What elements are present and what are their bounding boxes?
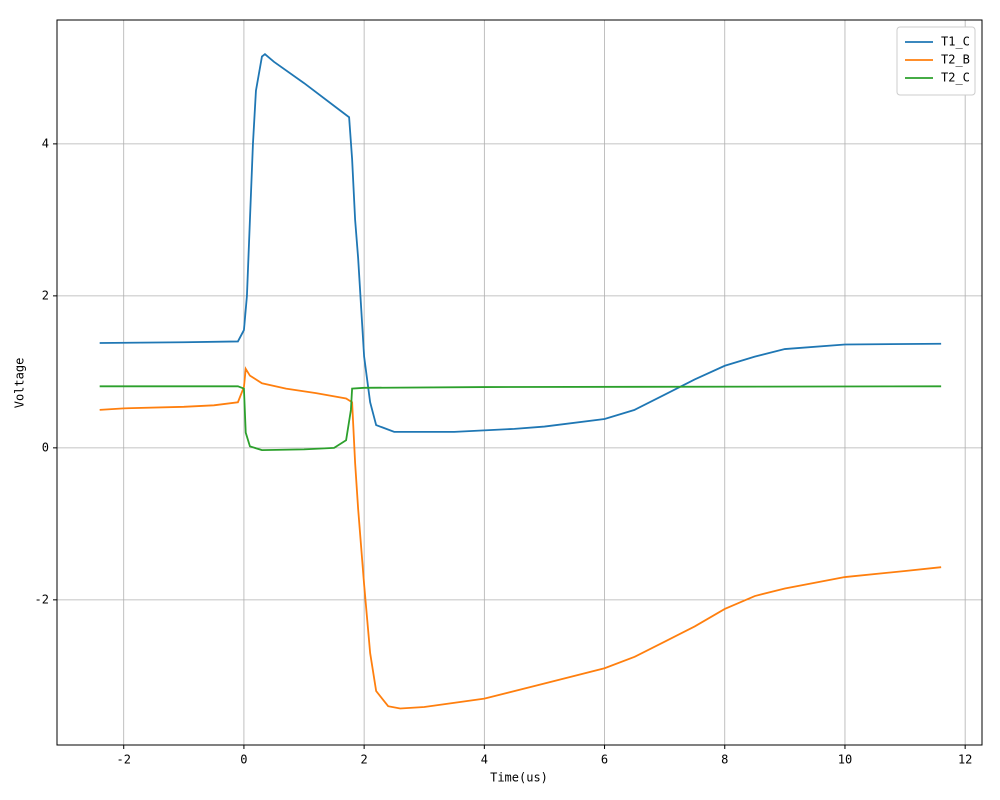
x-tick-label: 8 xyxy=(721,753,728,767)
series-line xyxy=(99,385,942,452)
y-tick-label: 0 xyxy=(42,440,49,454)
y-tick-label: 2 xyxy=(42,288,49,302)
x-tick-label: 2 xyxy=(361,753,368,767)
legend-label: T2_B xyxy=(941,53,970,67)
x-tick-label: 4 xyxy=(481,753,488,767)
legend-label: T2_C xyxy=(941,71,970,85)
y-axis-label: Voltage xyxy=(13,358,27,409)
legend-label: T1_C xyxy=(941,35,970,49)
x-tick-label: 0 xyxy=(240,753,247,767)
plot-frame xyxy=(56,19,983,746)
x-tick-label: -2 xyxy=(116,753,130,767)
series-line xyxy=(99,366,942,710)
x-tick-label: 12 xyxy=(958,753,972,767)
x-tick-label: 6 xyxy=(601,753,608,767)
x-tick-label: 10 xyxy=(838,753,852,767)
y-tick-label: -2 xyxy=(35,592,49,606)
x-axis-label: Time(us) xyxy=(490,771,548,785)
series-line xyxy=(99,53,942,433)
y-tick-label: 4 xyxy=(42,136,49,150)
